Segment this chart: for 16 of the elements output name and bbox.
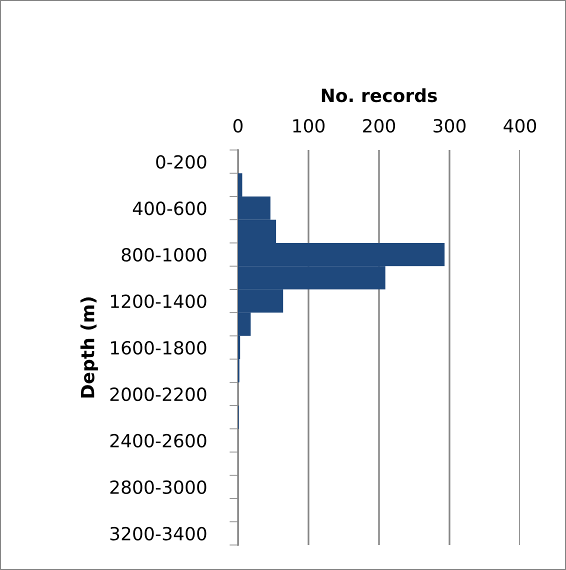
y-tick-label: 1600-1800 xyxy=(111,340,206,355)
x-axis-title: No. records xyxy=(322,88,437,102)
x-tick-label: 0 xyxy=(233,118,243,133)
y-tick-label: 2000-2200 xyxy=(110,387,206,402)
x-tick-label: 200 xyxy=(363,118,396,133)
y-tick-label: 800-1000 xyxy=(122,248,206,262)
x-tick-label: 300 xyxy=(434,118,466,133)
y-tick-label: 0-200 xyxy=(156,155,206,169)
y-tick-label: 1200-1400 xyxy=(111,294,206,308)
y-tick-label: 2400-2600 xyxy=(110,434,206,448)
y-tick-label: 2800-3000 xyxy=(110,480,206,494)
x-tick-label: 100 xyxy=(293,118,325,133)
y-tick-label: 400-600 xyxy=(132,202,206,216)
x-tick-label: 400 xyxy=(504,118,536,133)
y-axis-title: Depth (m) xyxy=(80,297,98,398)
y-tick-label: 3200-3400 xyxy=(110,526,206,540)
